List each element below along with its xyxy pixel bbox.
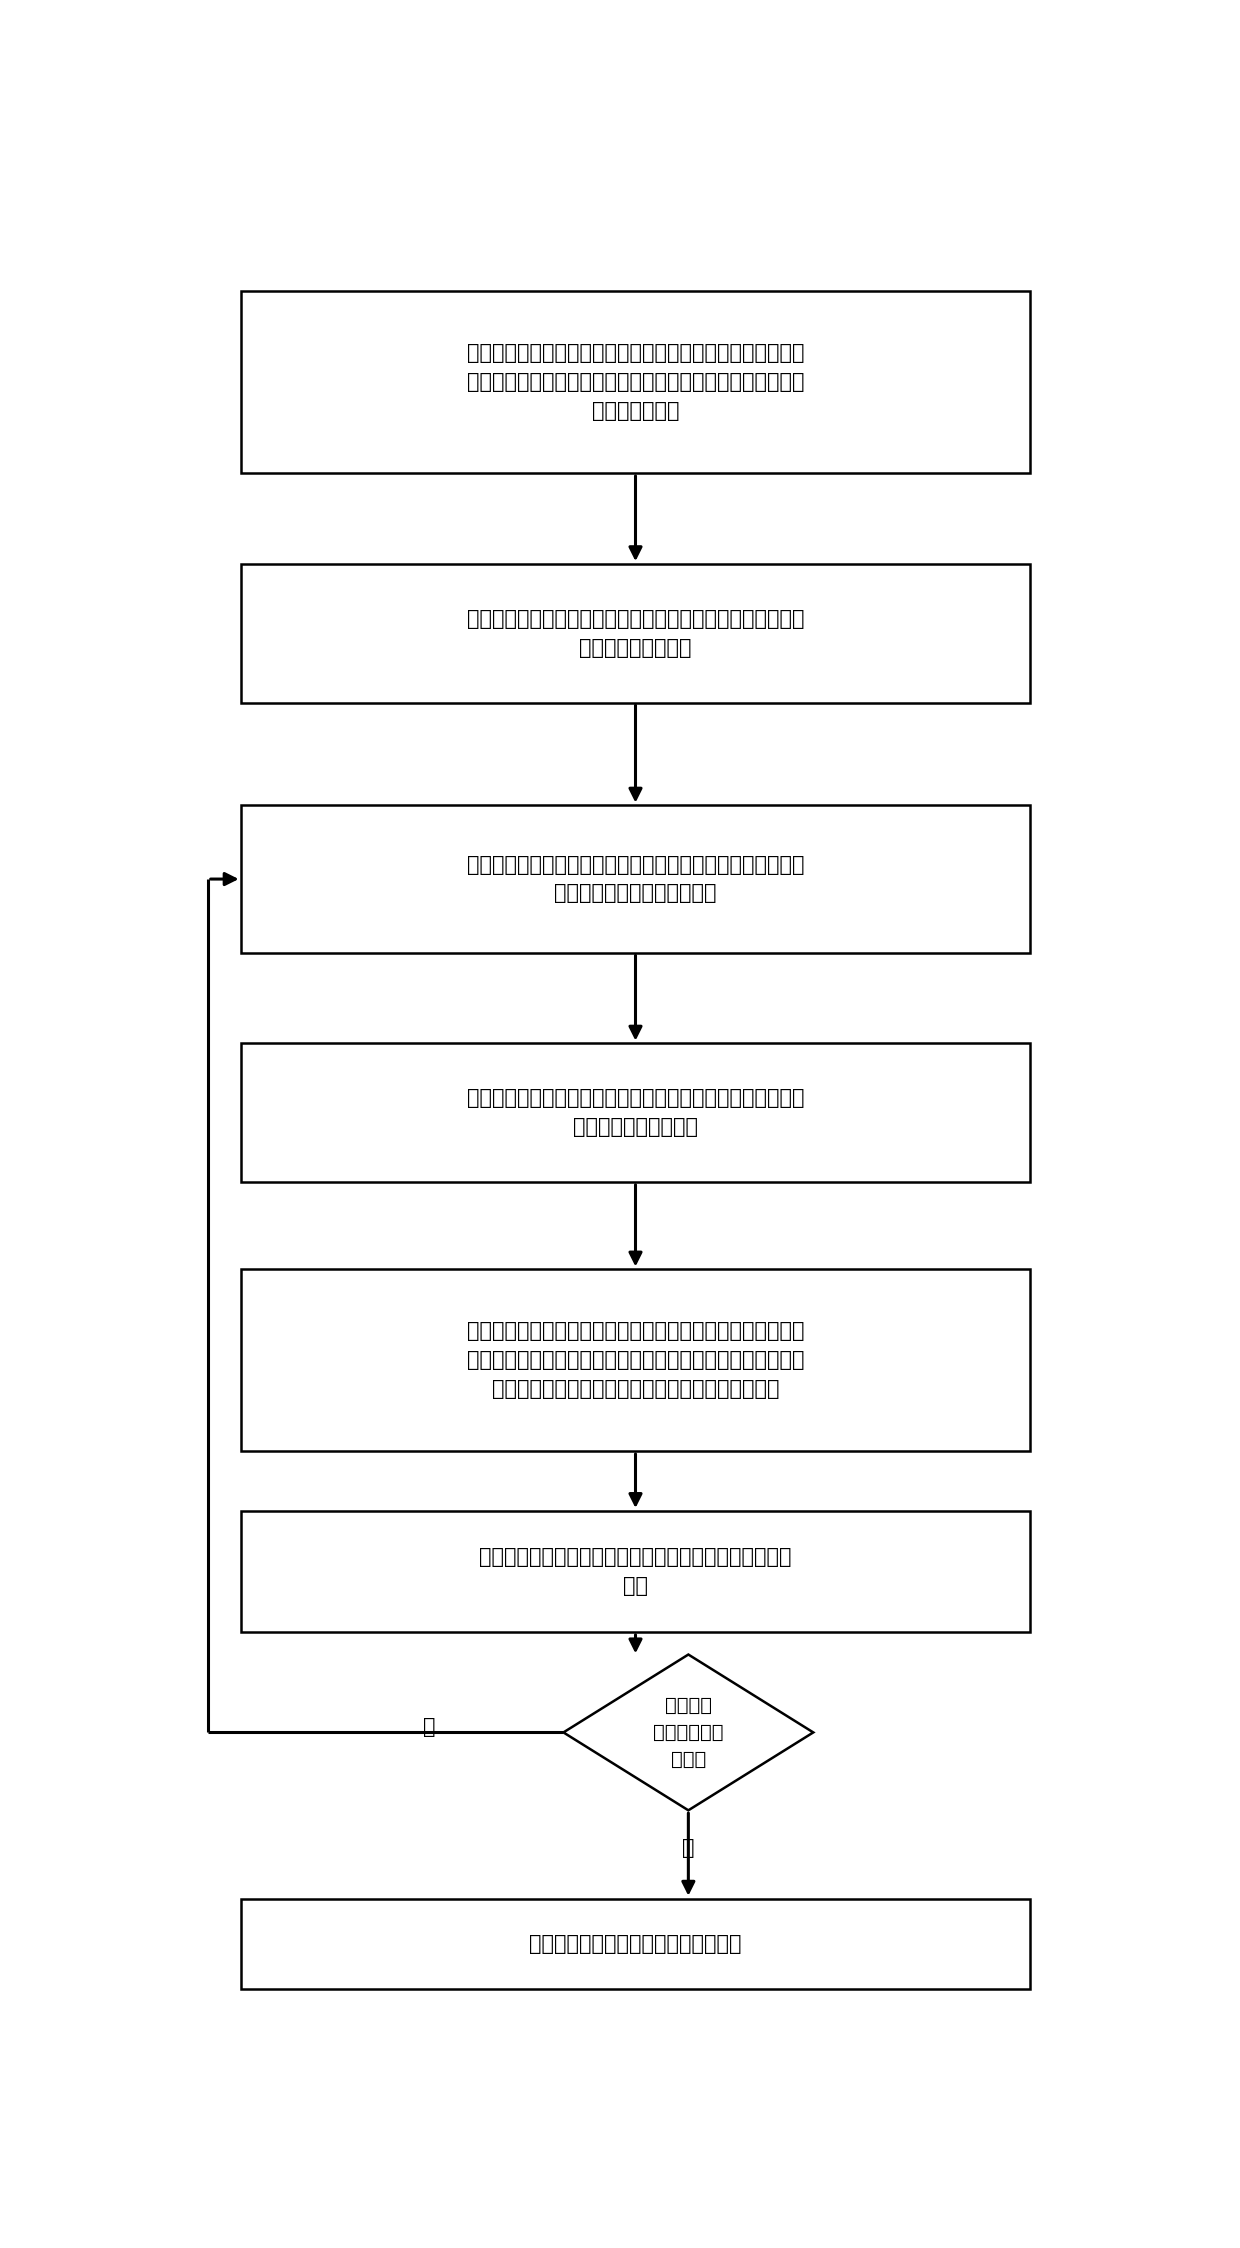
Text: 否: 否 [423,1717,435,1738]
Bar [242,292,1029,472]
Polygon shape [563,1655,813,1810]
Text: 对第二初始种群依次进行第一次快速排序处理、交叉操作处理
、变异操作处理以及第二次快速排序处理，得到新初始种群，
对新初始种群中的订单数据进行解码，得到排产计划: 对第二初始种群依次进行第一次快速排序处理、交叉操作处理 、变异操作处理以及第二次… [466,1322,805,1398]
Text: 根据订单数据随机生成初始种群，订单数据包括订单号、待加
工工序、加工机器、工序耗时、工期、逾期惩罚权重、能耗值
、操作人员名单: 根据订单数据随机生成初始种群，订单数据包括订单号、待加 工工序、加工机器、工序耗… [466,344,805,420]
Text: 根据预设时序规则设置第一初始种群中的待加工工序的开始时
间，得到第二初始种群: 根据预设时序规则设置第一初始种群中的待加工工序的开始时 间，得到第二初始种群 [466,1088,805,1137]
Bar [242,1043,1029,1182]
Bar [242,805,1029,953]
Text: 适应度是
否满足预设最
优条件: 适应度是 否满足预设最 优条件 [653,1695,724,1769]
Bar [242,564,1029,701]
Text: 根据排产计划和预设适应度函数计算出排产计划对应的适
应度: 根据排产计划和预设适应度函数计算出排产计划对应的适 应度 [479,1547,792,1596]
Text: 设定适应度函数，根据工序耗时、能耗值、工期以及预设权重
参数设置适应度函数: 设定适应度函数，根据工序耗时、能耗值、工期以及预设权重 参数设置适应度函数 [466,609,805,659]
Text: 是: 是 [682,1839,694,1859]
Bar [242,1270,1029,1452]
Text: 将初始种群中的订单号、待加工工序、加工机器、操作人员名
单随机组合得到第一初始种群: 将初始种群中的订单号、待加工工序、加工机器、操作人员名 单随机组合得到第一初始种… [466,854,805,904]
Bar [242,1511,1029,1632]
Text: 将所述排产计划作为最优排产计划输出: 将所述排产计划作为最优排产计划输出 [529,1933,742,1954]
Bar [242,1900,1029,1989]
